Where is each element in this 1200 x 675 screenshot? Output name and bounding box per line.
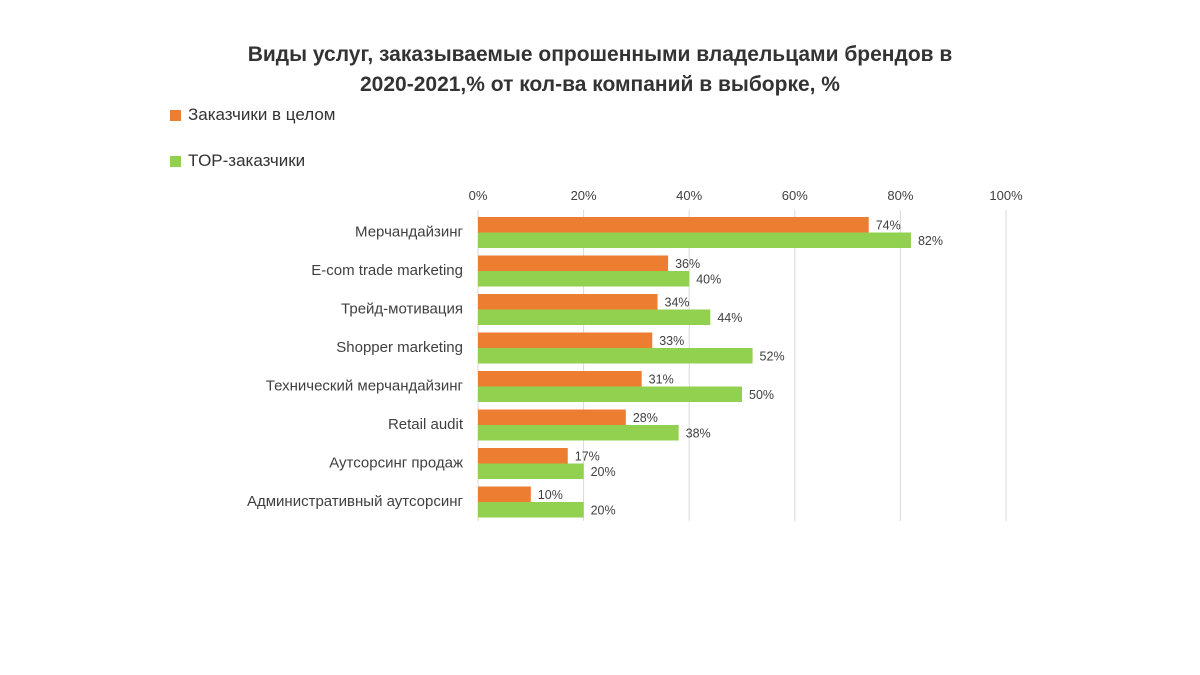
x-tick-label: 20%: [571, 188, 597, 203]
bar-series-1: [478, 486, 531, 502]
bar-series-1: [478, 217, 869, 233]
bar-series-1: [478, 294, 658, 310]
legend-swatch-series-1: [170, 109, 181, 121]
legend: Заказчики в целом TOP-заказчики: [170, 104, 335, 172]
legend-label-series-1: Заказчики в целом: [188, 105, 336, 124]
data-label-series-2: 20%: [591, 465, 616, 479]
data-label-series-1: 10%: [538, 488, 563, 502]
data-label-series-2: 44%: [717, 311, 742, 325]
legend-label-series-2: TOP-заказчики: [188, 151, 306, 170]
bar-series-1: [478, 371, 642, 387]
data-label-series-1: 33%: [659, 334, 684, 348]
legend-item-series-2: TOP-заказчики: [170, 150, 335, 172]
data-label-series-1: 74%: [876, 218, 901, 232]
x-tick-label: 80%: [887, 188, 913, 203]
bar-series-2: [478, 271, 690, 287]
data-label-series-2: 20%: [591, 503, 616, 517]
data-label-series-2: 52%: [760, 349, 785, 363]
category-label: Мерчандайзинг: [355, 224, 463, 241]
bar-series-1: [478, 255, 669, 271]
chart-title: Виды услуг, заказываемые опрошенными вла…: [0, 40, 1200, 100]
bar-series-2: [478, 309, 711, 325]
bar-series-1: [478, 409, 626, 425]
bar-series-2: [478, 463, 584, 479]
bar-series-2: [478, 502, 584, 518]
data-label-series-2: 50%: [749, 388, 774, 402]
bar-series-2: [478, 386, 742, 402]
category-label: Shopper marketing: [336, 339, 463, 356]
data-label-series-1: 31%: [649, 372, 674, 386]
bar-series-1: [478, 332, 653, 348]
chart-title-line-1: Виды услуг, заказываемые опрошенными вла…: [247, 43, 953, 66]
x-tick-label: 40%: [676, 188, 702, 203]
legend-swatch-series-2: [170, 155, 181, 167]
data-label-series-2: 40%: [696, 272, 721, 286]
chart-title-line-2: 2020-2021,% от кол-ва компаний в выборке…: [360, 73, 840, 96]
category-label: Аутсорсинг продаж: [329, 455, 463, 472]
bar-series-1: [478, 448, 568, 464]
data-label-series-1: 28%: [633, 411, 658, 425]
x-tick-label: 0%: [469, 188, 488, 203]
bar-series-2: [478, 425, 679, 441]
data-label-series-2: 82%: [918, 234, 943, 248]
category-label: Технический мерчандайзинг: [266, 378, 464, 395]
category-label: Retail audit: [388, 416, 464, 433]
bar-series-2: [478, 348, 753, 364]
category-label: Трейд-мотивация: [341, 301, 463, 318]
x-tick-label: 60%: [782, 188, 808, 203]
data-label-series-1: 34%: [665, 295, 690, 309]
category-label: Административный аутсорсинг: [247, 493, 464, 510]
data-label-series-1: 17%: [575, 449, 600, 463]
data-label-series-1: 36%: [675, 257, 700, 271]
legend-item-series-1: Заказчики в целом: [170, 104, 335, 126]
bar-series-2: [478, 232, 911, 248]
category-label: E-com trade marketing: [311, 262, 463, 279]
data-label-series-2: 38%: [686, 426, 711, 440]
x-tick-label: 100%: [989, 188, 1023, 203]
